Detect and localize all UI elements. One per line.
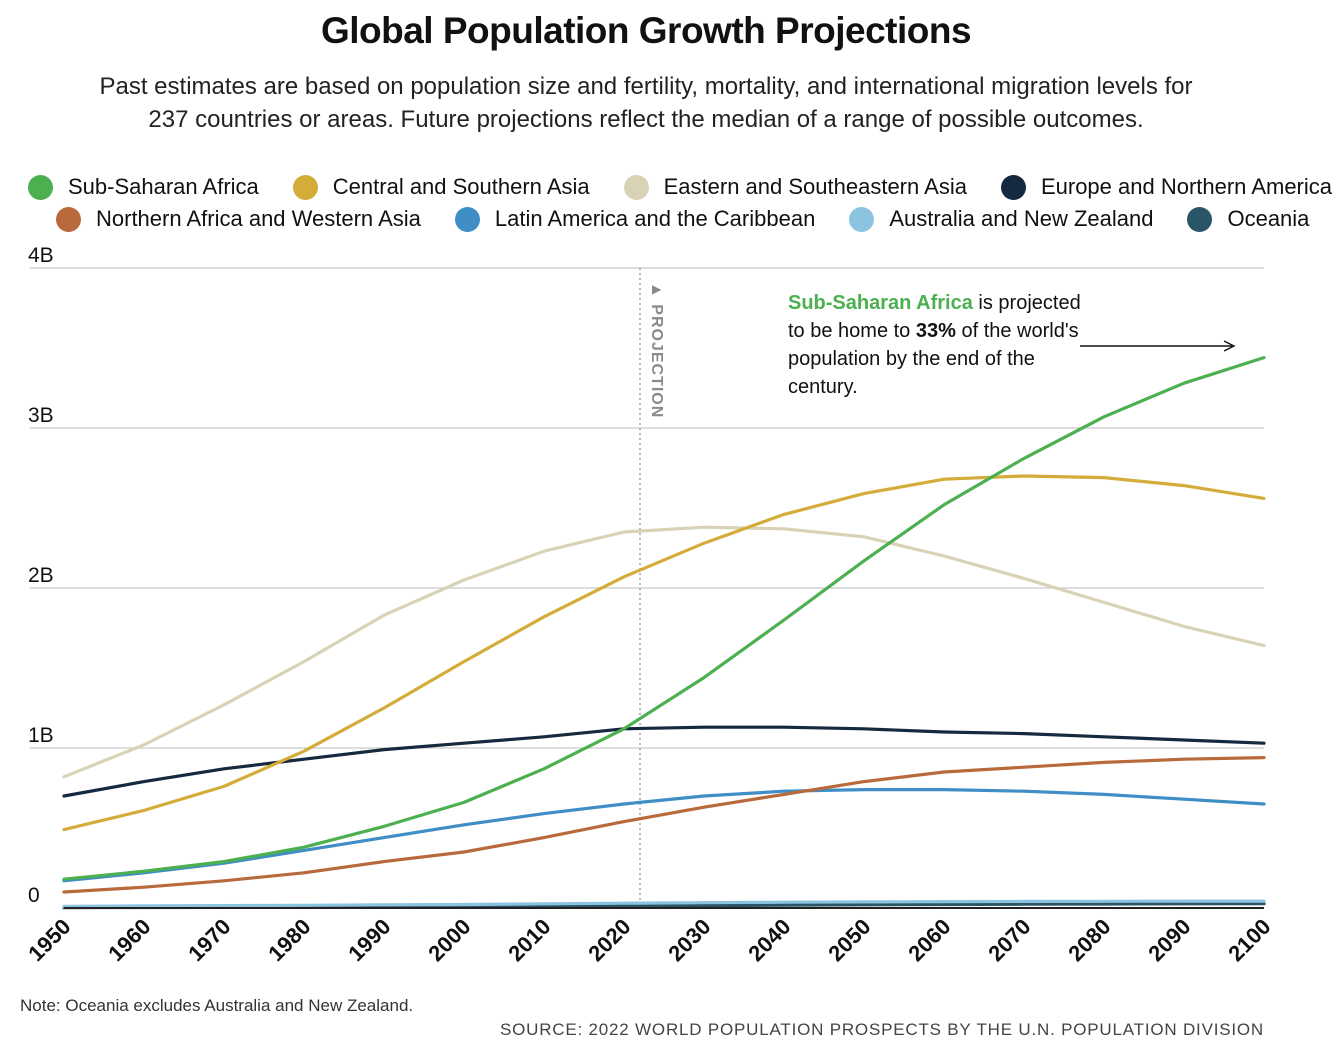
x-tick-label: 2040 xyxy=(743,914,795,966)
annotation-part-2: of the world's population by the end of … xyxy=(788,320,1079,398)
chart-source: SOURCE: 2022 WORLD POPULATION PROSPECTS … xyxy=(499,1020,1264,1039)
x-tick-label: 2100 xyxy=(1223,914,1275,966)
legend-label: Oceania xyxy=(1227,206,1310,231)
x-tick-label: 2000 xyxy=(423,914,475,966)
legend-swatch xyxy=(849,206,875,232)
annotation-part-1: is projected to be home to xyxy=(788,292,1081,342)
legend-swatch xyxy=(28,174,53,200)
legend-swatch xyxy=(623,174,649,200)
series-line xyxy=(62,525,1266,779)
legend-item: Northern Africa and Western Asia xyxy=(56,206,421,232)
series-line xyxy=(62,356,1266,881)
legend-item: Central and Southern Asia xyxy=(292,174,590,200)
series-line xyxy=(62,899,1266,908)
x-tick-label: 2080 xyxy=(1063,914,1115,966)
legend-item: Sub-Saharan Africa xyxy=(28,174,259,200)
legend-label: Australia and New Zealand xyxy=(889,206,1154,231)
legend-label: Central and Southern Asia xyxy=(332,174,590,199)
x-tick-label: 2030 xyxy=(663,914,715,966)
y-tick-label: 1B xyxy=(28,724,54,747)
legend-item: Oceania xyxy=(1187,206,1309,232)
x-tick-label: 2020 xyxy=(583,914,635,966)
y-tick-label: 3B xyxy=(28,404,54,427)
y-tick-label: 0 xyxy=(28,884,40,907)
line-chart: 0 1B 2B 3B 4B ▲ PROJECTION 1950 1960 1970 1980 199… xyxy=(23,244,1275,966)
legend-swatch xyxy=(454,206,480,232)
legend-label: Europe and Northern America xyxy=(1040,174,1332,199)
legend-label: Northern Africa and Western Asia xyxy=(96,206,421,231)
annotation-arrowhead xyxy=(1223,340,1236,352)
subtitle-line-1: Past estimates are based on population s… xyxy=(99,73,1193,100)
x-tick-label: 1970 xyxy=(183,914,235,966)
x-tick-label: 2090 xyxy=(1143,914,1195,966)
x-tick-label: 2010 xyxy=(503,914,555,966)
x-tick-label: 1980 xyxy=(263,914,315,966)
legend-item: Europe and Northern America xyxy=(1000,174,1332,200)
x-tick-label: 2050 xyxy=(823,914,875,966)
x-tick-label: 1960 xyxy=(103,914,155,966)
subtitle-line-2: 237 countries or areas. Future projectio… xyxy=(148,106,1144,133)
x-tick-label: 2060 xyxy=(903,914,955,966)
projection-label: ▲ PROJECTION xyxy=(648,282,665,418)
legend-swatch xyxy=(1187,206,1213,232)
chart-title: Global Population Growth Projections xyxy=(320,10,972,51)
series-line xyxy=(62,788,1266,883)
legend-item: Eastern and Southeastern Asia xyxy=(623,174,967,200)
annotation-percent: 33% xyxy=(915,320,956,342)
x-tick-label: 1990 xyxy=(343,914,395,966)
legend-swatch xyxy=(1000,174,1026,200)
legend-row-1: Sub-Saharan Africa Central and Southern A… xyxy=(28,174,1332,200)
legend-swatch xyxy=(56,206,81,232)
y-tick-label: 2B xyxy=(28,564,54,587)
legend-label: Sub-Saharan Africa xyxy=(68,174,259,199)
legend-label: Eastern and Southeastern Asia xyxy=(663,174,967,199)
annotation-text: Sub-Saharan Africa is projected to be ho… xyxy=(788,289,1088,401)
legend-item: Latin America and the Caribbean xyxy=(454,206,816,232)
chart-subtitle: Past estimates are based on population s… xyxy=(60,70,1232,136)
legend-row-2: Northern Africa and Western Asia Latin Am… xyxy=(56,206,1309,232)
legend-item: Australia and New Zealand xyxy=(849,206,1153,232)
legend-label: Latin America and the Caribbean xyxy=(494,206,816,231)
annotation-highlight: Sub-Saharan Africa xyxy=(788,292,973,314)
x-tick-label: 2070 xyxy=(983,914,1035,966)
legend-swatch xyxy=(292,174,318,200)
series-line xyxy=(62,474,1266,832)
series-line xyxy=(62,725,1266,798)
y-tick-label: 4B xyxy=(28,244,54,267)
chart-note: Note: Oceania excludes Australia and New… xyxy=(20,996,414,1015)
series-line xyxy=(62,756,1266,894)
x-tick-label: 1950 xyxy=(23,914,75,966)
